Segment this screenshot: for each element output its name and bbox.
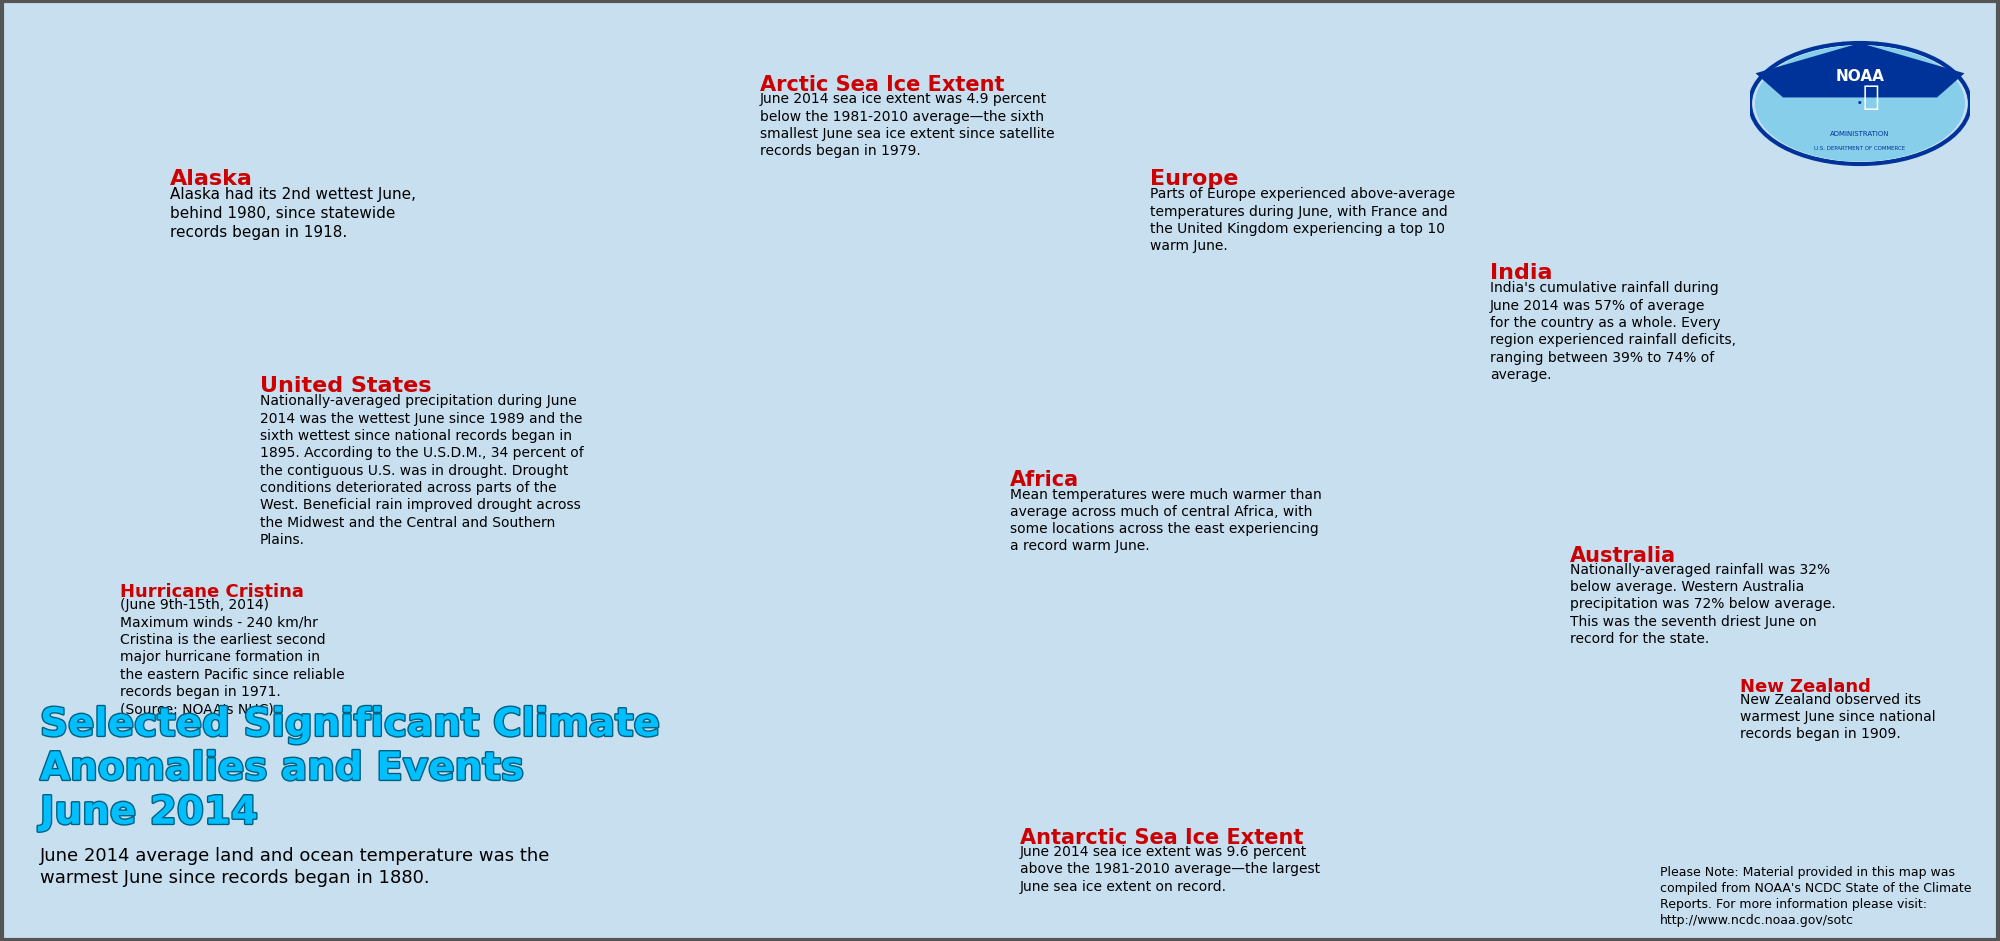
Text: Europe: Europe [1150, 169, 1238, 189]
Text: Hurricane Cristina: Hurricane Cristina [120, 583, 304, 601]
Text: Please Note: Material provided in this map was
compiled from NOAA's NCDC State o: Please Note: Material provided in this m… [1660, 866, 1972, 927]
Text: June 2014 sea ice extent was 9.6 percent
above the 1981-2010 average—the largest: June 2014 sea ice extent was 9.6 percent… [1020, 845, 1320, 894]
Text: United States: United States [260, 376, 432, 396]
Text: Alaska had its 2nd wettest June,
behind 1980, since statewide
records began in 1: Alaska had its 2nd wettest June, behind … [170, 187, 416, 240]
Text: Nationally-averaged precipitation during June
2014 was the wettest June since 19: Nationally-averaged precipitation during… [260, 394, 584, 547]
Text: New Zealand observed its
warmest June since national
records began in 1909.: New Zealand observed its warmest June si… [1740, 693, 1936, 742]
Text: NOAA: NOAA [1836, 69, 1884, 84]
Text: June 2014 sea ice extent was 4.9 percent
below the 1981-2010 average—the sixth
s: June 2014 sea ice extent was 4.9 percent… [760, 92, 1054, 158]
Text: Selected Significant Climate
Anomalies and Events
June 2014: Selected Significant Climate Anomalies a… [40, 706, 658, 832]
Text: Parts of Europe experienced above-average
temperatures during June, with France : Parts of Europe experienced above-averag… [1150, 187, 1456, 253]
Text: Africa: Africa [1010, 470, 1080, 490]
Text: 🦅: 🦅 [1862, 84, 1880, 111]
Text: India's cumulative rainfall during
June 2014 was 57% of average
for the country : India's cumulative rainfall during June … [1490, 281, 1736, 382]
Text: New Zealand: New Zealand [1740, 678, 1870, 695]
Circle shape [1756, 46, 1964, 161]
Text: Arctic Sea Ice Extent: Arctic Sea Ice Extent [760, 75, 1004, 95]
Polygon shape [1756, 43, 1964, 98]
Text: Mean temperatures were much warmer than
average across much of central Africa, w: Mean temperatures were much warmer than … [1010, 487, 1322, 553]
Text: June 2014 average land and ocean temperature was the
warmest June since records : June 2014 average land and ocean tempera… [40, 847, 550, 887]
Circle shape [1756, 46, 1964, 161]
Text: (June 9th-15th, 2014)
Maximum winds - 240 km/hr
Cristina is the earliest second
: (June 9th-15th, 2014) Maximum winds - 24… [120, 598, 344, 716]
Text: ●: ● [1858, 101, 1862, 104]
Text: India: India [1490, 263, 1552, 283]
Text: Nationally-averaged rainfall was 32%
below average. Western Australia
precipitat: Nationally-averaged rainfall was 32% bel… [1570, 563, 1836, 646]
Text: U.S. DEPARTMENT OF COMMERCE: U.S. DEPARTMENT OF COMMERCE [1814, 147, 1906, 152]
Text: Antarctic Sea Ice Extent: Antarctic Sea Ice Extent [1020, 828, 1304, 848]
Text: Alaska: Alaska [170, 169, 252, 189]
Text: Australia: Australia [1570, 546, 1676, 566]
Text: ADMINISTRATION: ADMINISTRATION [1830, 131, 1890, 136]
